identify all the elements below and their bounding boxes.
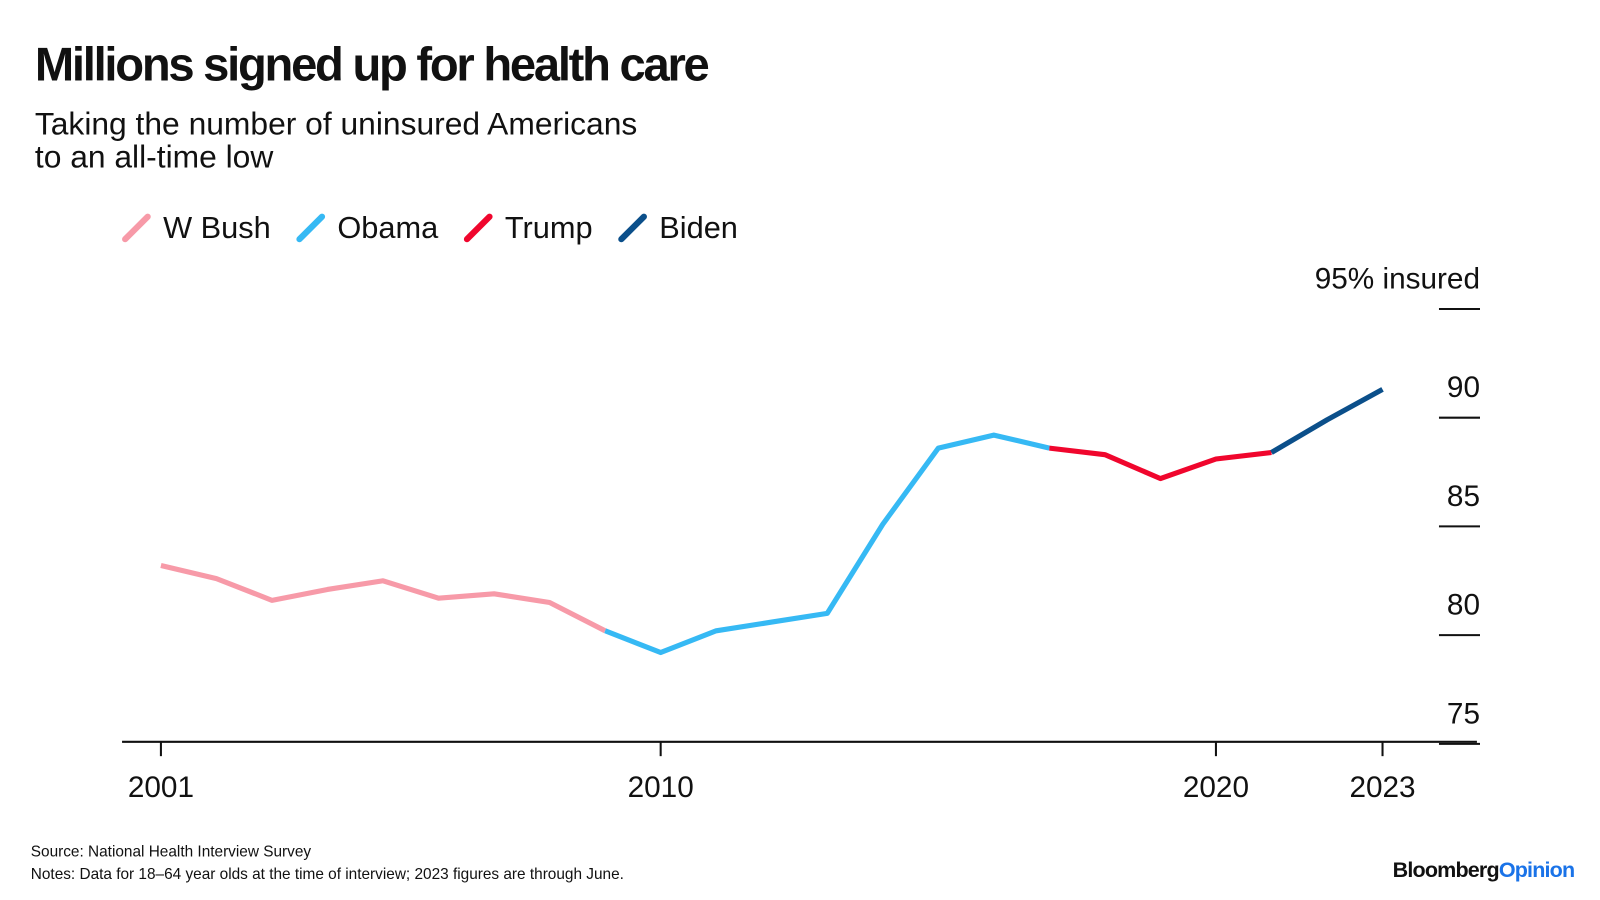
x-tick-label: 2010 — [628, 771, 694, 804]
legend-swatch — [296, 213, 326, 243]
legend-label: Trump — [505, 210, 593, 245]
chart-title: Millions signed up for health care — [35, 37, 709, 90]
y-tick-label: 75 — [1447, 697, 1480, 730]
legend-swatch — [122, 213, 151, 243]
brand-part: Opinion — [1499, 858, 1575, 882]
series-line — [160, 563, 607, 634]
chart-subtitle: to an all-time low — [35, 138, 275, 174]
x-tick-label: 2001 — [128, 771, 194, 804]
x-tick-label: 2020 — [1183, 771, 1249, 804]
y-tick-label: 95% insured — [1315, 262, 1480, 295]
series-line — [1049, 445, 1272, 482]
source: Source: National Health Interview Survey — [31, 844, 312, 861]
legend-swatch — [618, 213, 647, 243]
series-line — [604, 432, 1050, 656]
brand-part: Bloomberg — [1393, 858, 1499, 882]
y-tick-label: 80 — [1447, 589, 1480, 622]
y-tick-label: 90 — [1447, 371, 1480, 404]
series-line — [1270, 387, 1384, 455]
legend-swatch — [463, 213, 493, 243]
plot: 75 80 85 90 95% insured 2001 2010 2020 2023 W Bus… — [122, 210, 1480, 804]
y-tick-label: 85 — [1447, 480, 1480, 513]
x-tick-label: 2023 — [1349, 771, 1415, 804]
legend-label: Obama — [337, 210, 439, 245]
legend-label: W Bush — [163, 210, 271, 245]
notes: Notes: Data for 18–64 year olds at the t… — [31, 866, 624, 883]
legend-label: Biden — [659, 210, 738, 245]
brand: BloombergOpinion — [1393, 858, 1575, 882]
chart-subtitle: Taking the number of uninsured Americans — [35, 106, 637, 142]
